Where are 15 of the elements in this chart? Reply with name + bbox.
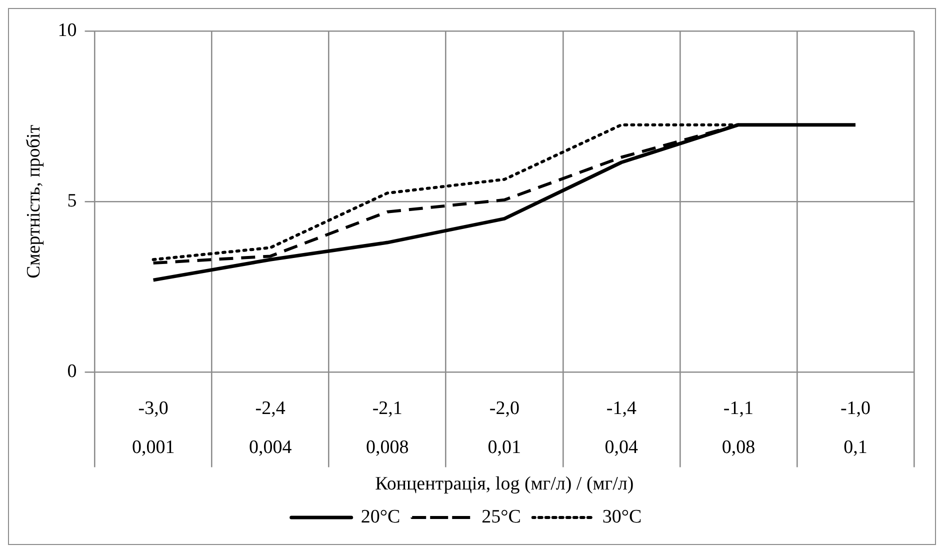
x-tick-label: -2,0 0,01 bbox=[488, 398, 522, 458]
legend-label: 25°C bbox=[482, 506, 521, 528]
x-tick-label: -1,1 0,08 bbox=[722, 398, 756, 458]
legend-label: 30°C bbox=[602, 506, 642, 528]
x-axis-title: Концентрація, log (мг/л) / (мг/л) bbox=[375, 474, 634, 495]
legend-label: 20°C bbox=[360, 506, 400, 528]
x-tick-label: -2,4 0,004 bbox=[248, 398, 292, 458]
y-tick-label: 5 bbox=[67, 190, 77, 212]
x-tick-label: -2,1 0,008 bbox=[366, 398, 409, 458]
x-tick-label: -1,4 0,04 bbox=[604, 398, 639, 458]
y-axis-title: Смертність, пробіт bbox=[23, 124, 44, 278]
x-tick-label: -1,0 0,1 bbox=[840, 398, 871, 458]
y-tick-label: 0 bbox=[67, 361, 77, 382]
x-tick-label: -3,0 0,001 bbox=[132, 398, 175, 458]
y-tick-label: 10 bbox=[58, 20, 77, 41]
